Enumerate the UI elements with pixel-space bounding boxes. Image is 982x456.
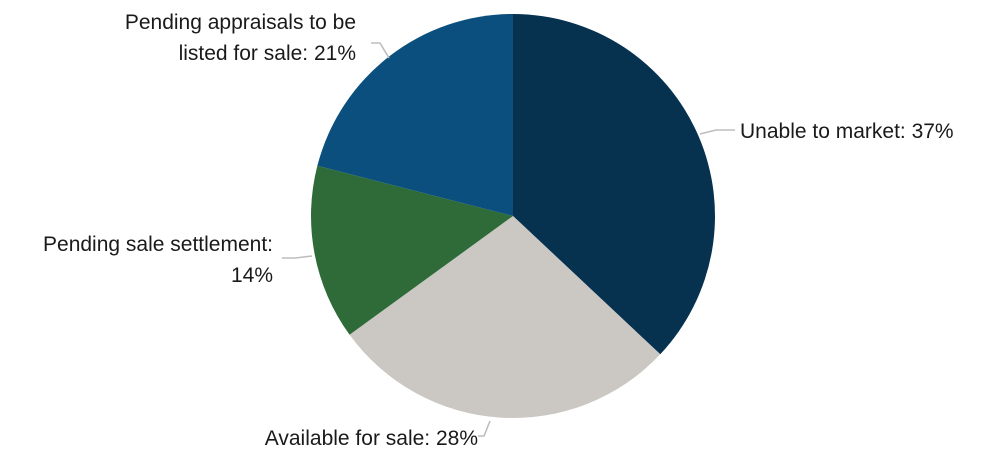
pie-slices: [311, 14, 715, 418]
leader-line-unable: [699, 129, 735, 135]
label-pending-appraisals-line2: listed for sale: 21%: [179, 42, 356, 65]
label-pending-settlement-line2: 14%: [231, 264, 273, 287]
slice-pending-appraisals: [317, 14, 513, 216]
slice-pending-sale-settlement: [311, 165, 513, 335]
label-available-for-sale: Available for sale: 28%: [265, 427, 478, 450]
label-pending-settlement-line1: Pending sale settlement:: [43, 233, 273, 256]
slice-available-for-sale: [349, 216, 661, 418]
leader-line-appraisals: [371, 42, 390, 59]
leader-line-available: [478, 420, 491, 437]
slice-unable-to-market: [513, 14, 715, 355]
leader-line-settlement: [282, 255, 313, 259]
label-unable-to-market: Unable to market: 37%: [740, 120, 954, 143]
label-pending-appraisals-line1: Pending appraisals to be: [125, 11, 356, 34]
